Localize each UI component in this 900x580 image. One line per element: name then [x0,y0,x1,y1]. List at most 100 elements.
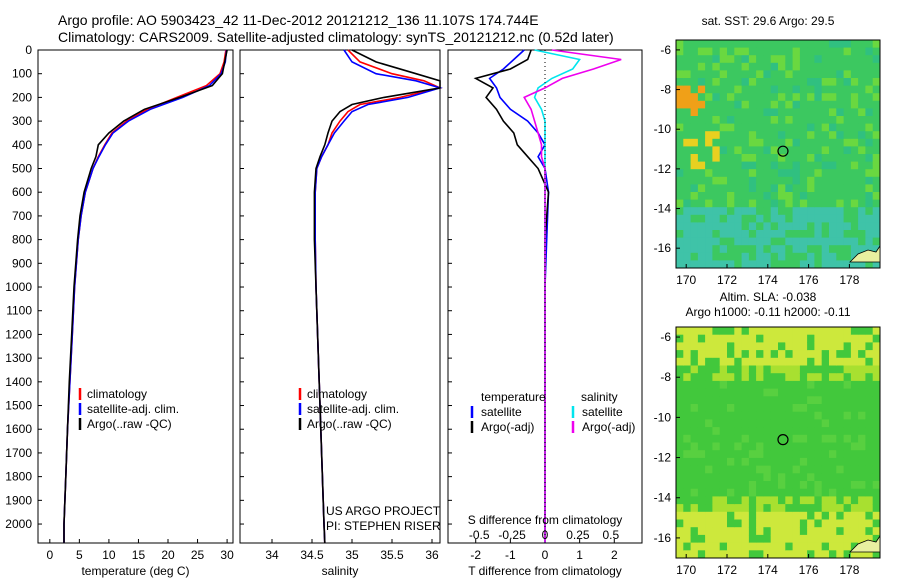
map-cell [705,342,713,351]
map-cell [719,47,728,56]
map-cell [799,342,808,351]
map-cell [756,245,764,254]
map-cell [727,488,735,497]
map-cell [843,207,852,216]
map-cell [697,245,706,254]
map-cell [719,519,728,528]
map-cell [843,534,852,544]
map-cell [865,184,874,193]
map-cell [741,131,750,140]
map-cell [748,404,757,413]
map-cell [683,192,692,201]
sst_map-frame [675,39,881,269]
map-cell [741,138,750,147]
map-cell [799,550,808,559]
temperature-series-line [63,49,228,543]
map-cell [734,388,743,397]
map-cell [858,47,866,56]
map-cell [683,214,692,223]
map-cell [770,78,779,87]
map-cell [807,457,815,467]
map-cell [770,457,779,467]
map-cell [829,427,837,436]
map-x-tick-label: 170 [676,563,696,577]
map-cell [872,504,881,513]
map-cell [719,108,728,117]
map-cell [821,504,830,513]
map-cell [727,527,735,536]
map-cell [734,70,743,79]
map-cell [705,245,713,254]
map-cell [807,116,815,125]
map-cell [676,504,684,513]
map-cell [727,260,735,269]
map-cell [865,434,874,443]
map-cell [683,481,692,490]
map-cell [836,199,845,208]
map-cell [770,245,779,254]
map-cell [792,411,801,420]
map-cell [719,222,728,231]
map-cell [785,388,794,397]
map-cell [756,169,764,178]
map-cell [712,252,721,261]
map-cell [705,214,713,223]
map-cell [807,199,815,208]
map-cell [712,465,721,474]
map-cell [748,116,757,125]
map-cell [792,154,801,163]
map-cell [705,380,713,390]
map-cell [829,434,837,443]
map-cell [850,373,859,382]
difference-x-tick-label: -1 [505,548,516,562]
map-cell [799,47,808,56]
map-cell [719,327,728,336]
map-cell [792,488,801,497]
map-cell [865,488,874,497]
map-cell [719,496,728,505]
map-cell [770,442,779,451]
map-cell [850,342,859,351]
map-cell [829,404,837,413]
map-cell [727,222,735,231]
map-cell [821,511,830,520]
map-cell [697,519,706,528]
map-cell [850,169,859,178]
map-cell [821,131,830,140]
map-cell [748,146,757,155]
map-cell [748,465,757,474]
map-cell [683,78,692,87]
map-cell [829,542,837,551]
map-cell [748,357,757,366]
map-cell [697,534,706,544]
map-cell [836,169,845,178]
map-cell [778,222,786,231]
map-cell [850,123,859,132]
map-cell [836,55,845,64]
map-cell [799,350,808,359]
map-cell [770,511,779,520]
map-cell [719,488,728,497]
map-cell [705,527,713,536]
map-cell [734,192,743,201]
map-cell [690,542,699,551]
map-cell [778,108,786,117]
map-cell [785,230,794,239]
map-cell [850,434,859,443]
map-cell [712,78,721,87]
map-cell [872,184,881,193]
map-cell [785,450,794,459]
map-cell [763,519,772,528]
map-cell [814,404,823,413]
map-cell [785,108,794,117]
map-cell [756,388,764,397]
difference-series-line [473,49,550,543]
map-cell [843,252,852,261]
map-cell [727,176,735,185]
map-cell [770,342,779,351]
map-cell [872,527,881,536]
map-cell [799,380,808,390]
map-cell [778,146,786,155]
legend-header: salinity [581,390,618,404]
